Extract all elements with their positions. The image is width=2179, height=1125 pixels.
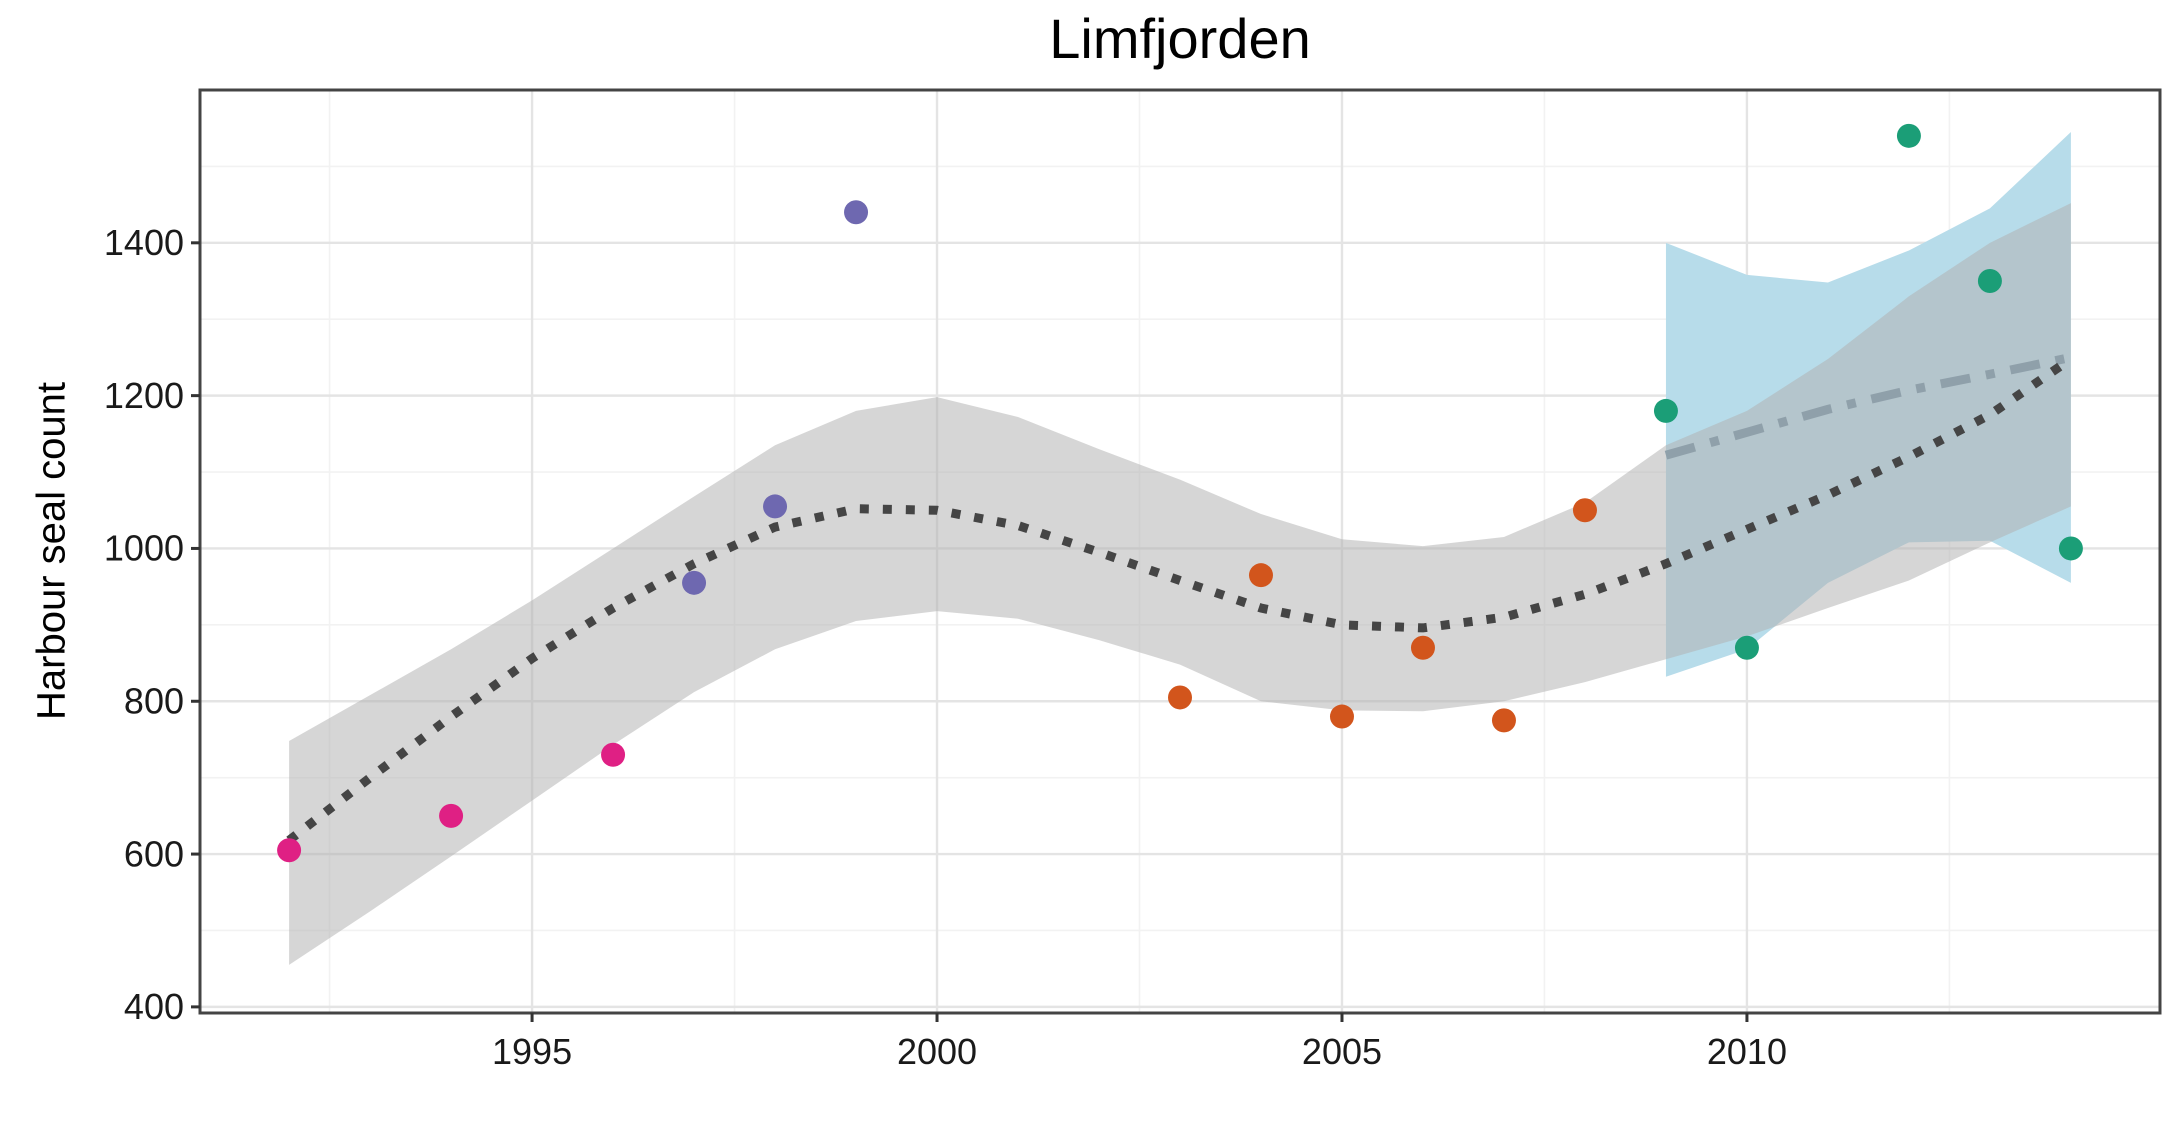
data-point — [1410, 635, 1435, 660]
data-point — [439, 803, 464, 828]
data-point — [1734, 635, 1759, 660]
chart-title: Limfjorden — [1049, 7, 1311, 70]
data-point — [844, 200, 869, 225]
data-point — [1248, 563, 1273, 588]
confidence-ribbon-gam — [289, 203, 2071, 965]
data-point — [1572, 498, 1597, 523]
data-point — [1653, 398, 1678, 423]
x-axis-tick-label: 2010 — [1707, 1031, 1787, 1072]
y-axis-tick-label: 1200 — [104, 375, 184, 416]
y-axis-tick-label: 1000 — [104, 528, 184, 569]
x-axis-tick-label: 2005 — [1302, 1031, 1382, 1072]
data-point — [1896, 123, 1921, 148]
data-point — [1329, 704, 1354, 729]
data-point — [1168, 685, 1192, 710]
data-point — [601, 742, 626, 767]
x-axis-tick-label: 1995 — [492, 1031, 572, 1072]
y-axis-tick-label: 400 — [124, 986, 184, 1027]
data-point — [1977, 269, 2002, 294]
panel-border — [198, 88, 2162, 1015]
trend-line-gam — [286, 355, 2074, 844]
data-point — [1491, 708, 1516, 733]
y-axis-tick-label: 1400 — [104, 222, 184, 263]
data-point — [763, 494, 788, 519]
x-axis-tick-label: 2000 — [897, 1031, 977, 1072]
data-point — [682, 570, 707, 595]
y-axis-tick-label: 600 — [124, 833, 184, 874]
data-point — [2058, 536, 2083, 561]
data-point — [277, 838, 302, 863]
y-axis-tick-label: 800 — [124, 680, 184, 721]
